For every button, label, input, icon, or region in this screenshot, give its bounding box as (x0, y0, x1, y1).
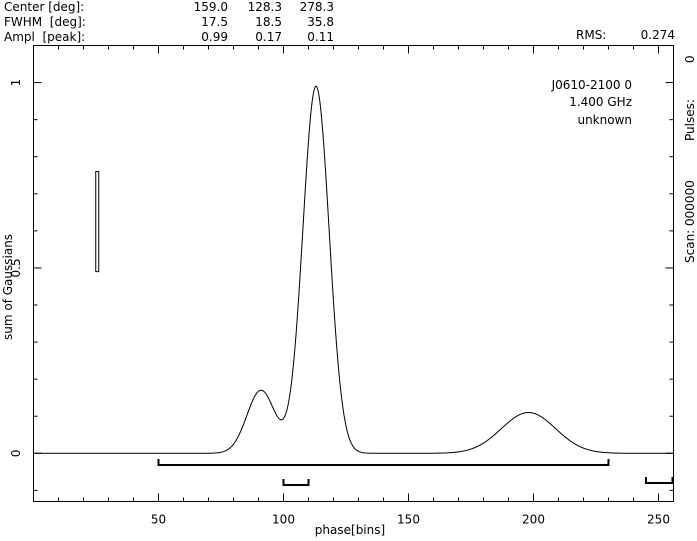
telescope-label: unknown (577, 113, 632, 127)
header-value: 0.11 (307, 30, 334, 44)
header-value: 0.99 (201, 30, 228, 44)
header-value: 278.3 (300, 0, 334, 14)
frequency-label: 1.400 GHz (569, 95, 632, 109)
y-axis-label: sum of Gaussians (1, 234, 15, 340)
window-bracket (157, 459, 610, 466)
header-value: 159.0 (194, 0, 228, 14)
axis-ticks: 50 100 150 200 250 0 0.5 1 (9, 45, 674, 527)
right-side-labels: Pulses: 0 Scan: 000000 (683, 55, 697, 263)
x-tick-label: 50 (151, 513, 166, 527)
header-value: 35.8 (307, 15, 334, 29)
profile-curve (33, 85, 674, 454)
x-tick-label: 100 (272, 513, 295, 527)
rms-label: RMS: (576, 28, 606, 42)
x-tick-label: 200 (522, 513, 545, 527)
header-value: 128.3 (248, 0, 282, 14)
error-bar (95, 171, 100, 273)
rms-value: 0.274 (641, 28, 675, 42)
pulses-value: 0 (683, 55, 697, 63)
window-brackets (157, 459, 674, 486)
data-marks (33, 85, 674, 454)
header-row-label: Ampl [peak]: (4, 30, 85, 44)
header-block: Center [deg]: 159.0 128.3 278.3 FWHM [de… (4, 0, 675, 44)
x-tick-label: 150 (397, 513, 420, 527)
x-tick-label: 250 (647, 513, 670, 527)
window-bracket (282, 479, 310, 486)
plot-frame (33, 45, 674, 502)
info-block: J0610-2100 0 1.400 GHz unknown (551, 78, 632, 127)
window-bracket (645, 477, 674, 484)
y-tick-label: 0 (9, 449, 23, 457)
header-row-label: FWHM [deg]: (4, 15, 86, 29)
scan-label: Scan: 000000 (683, 180, 697, 263)
header-value: 0.17 (255, 30, 282, 44)
source-name: J0610-2100 0 (551, 78, 632, 92)
y-tick-label: 1 (9, 79, 23, 87)
header-row-label: Center [deg]: (4, 0, 84, 14)
x-axis-label: phase[bins] (315, 523, 385, 537)
header-value: 17.5 (201, 15, 228, 29)
pulses-label: Pulses: (683, 99, 697, 141)
header-value: 18.5 (255, 15, 282, 29)
y-tick-label: 0.5 (9, 258, 23, 277)
